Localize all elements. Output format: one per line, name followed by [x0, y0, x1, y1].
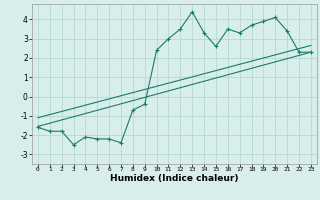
- X-axis label: Humidex (Indice chaleur): Humidex (Indice chaleur): [110, 174, 239, 183]
